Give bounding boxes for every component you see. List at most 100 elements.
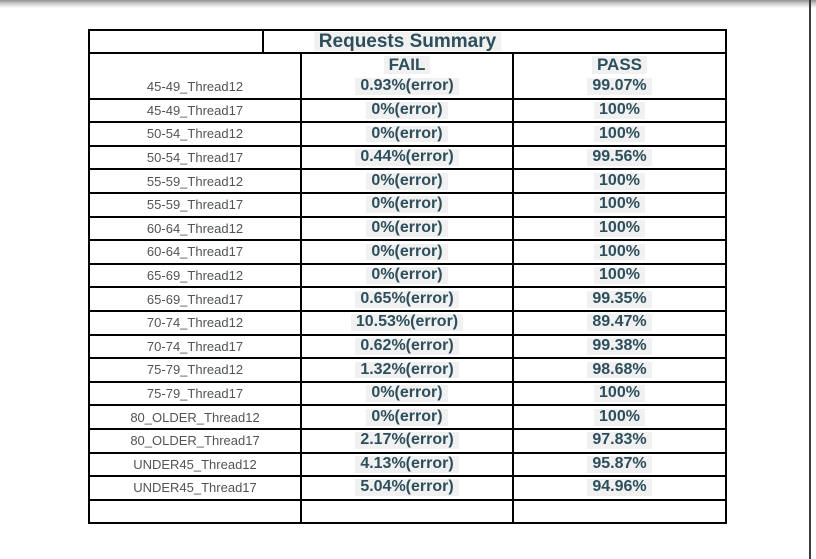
fail-cell: 0%(error)	[300, 241, 512, 263]
row-label: 55-59_Thread12	[146, 173, 244, 189]
table-header-row: FAIL PASS	[90, 52, 725, 76]
row-label-cell: 80_OLDER_Thread17	[90, 430, 300, 452]
title-row-divider	[262, 31, 264, 52]
table-row: 45-49_Thread17 0%(error) 100%	[90, 97, 725, 122]
pass-cell: 100%	[512, 193, 725, 216]
fail-value: 0%(error)	[366, 408, 448, 426]
table-row: 55-59_Thread12 0%(error) 100%	[90, 168, 725, 192]
fail-value: 0.62%(error)	[355, 337, 459, 355]
pass-value: 99.56%	[587, 148, 652, 166]
row-label: UNDER45_Thread17	[133, 480, 257, 496]
table-row: 50-54_Thread12 0%(error) 100%	[90, 121, 725, 145]
page-right-edge-line	[809, 0, 811, 559]
row-label: 45-49_Thread12	[146, 79, 244, 95]
row-label: 60-64_Thread17	[146, 244, 244, 260]
pass-cell: 100%	[512, 123, 725, 145]
pass-value: 98.68%	[587, 361, 652, 379]
pass-value: 95.87%	[587, 455, 652, 473]
row-label: 55-59_Thread17	[146, 197, 244, 213]
pass-value: 100%	[594, 219, 645, 237]
pass-cell: 100%	[512, 170, 725, 192]
requests-summary-table: Requests Summary FAIL PASS 45-49_Thread1…	[88, 29, 727, 525]
pass-value: 99.38%	[587, 337, 652, 355]
row-label: 45-49_Thread17	[146, 102, 244, 118]
fail-value: 0%(error)	[366, 101, 448, 119]
table-row: UNDER45_Thread17 5.04%(error) 94.96%	[90, 475, 725, 499]
fail-cell: 4.13%(error)	[300, 453, 512, 476]
pass-value: 100%	[594, 384, 645, 402]
fail-value: 0%(error)	[366, 266, 448, 284]
fail-value: 0.65%(error)	[355, 290, 459, 308]
pass-value: 100%	[594, 243, 645, 261]
fail-value: 10.53%(error)	[350, 314, 464, 332]
fail-cell: 0%(error)	[300, 123, 512, 145]
fail-cell: 0.65%(error)	[300, 288, 512, 310]
pass-cell: 100%	[512, 264, 725, 287]
row-label: 70-74_Thread12	[146, 315, 244, 331]
pass-cell: 100%	[512, 382, 725, 405]
row-label-cell: 45-49_Thread12	[90, 76, 300, 98]
row-label: 60-64_Thread12	[146, 220, 244, 236]
table-row: 75-79_Thread12 1.32%(error) 98.68%	[90, 357, 725, 381]
fail-value: 0%(error)	[366, 384, 448, 402]
pass-value: 99.07%	[587, 78, 652, 96]
table-row: UNDER45_Thread12 4.13%(error) 95.87%	[90, 451, 725, 476]
pass-value: 100%	[594, 125, 645, 143]
pass-value: 100%	[594, 196, 645, 214]
fail-value: 0%(error)	[366, 243, 448, 261]
row-label: 80_OLDER_Thread17	[130, 433, 260, 449]
row-label: 65-69_Thread17	[146, 291, 244, 307]
fail-cell: 10.53%(error)	[300, 311, 512, 334]
pass-value: 100%	[594, 101, 645, 119]
pass-cell: 98.68%	[512, 359, 725, 381]
pass-cell: 97.83%	[512, 429, 725, 452]
row-label: 70-74_Thread17	[146, 338, 244, 354]
fail-cell: 0.93%(error)	[300, 76, 512, 98]
fail-cell: 0.62%(error)	[300, 335, 512, 358]
row-label: 50-54_Thread12	[146, 126, 244, 142]
fail-value: 0%(error)	[366, 219, 448, 237]
row-label-cell: 80_OLDER_Thread12	[90, 406, 300, 428]
pass-cell: 100%	[512, 406, 725, 428]
row-label: UNDER45_Thread12	[133, 456, 257, 472]
pass-value: 100%	[594, 172, 645, 190]
pass-cell: 89.47%	[512, 311, 725, 334]
row-label-cell	[90, 501, 300, 523]
table-title: Requests Summary	[313, 31, 502, 52]
table-title-row: Requests Summary	[90, 31, 725, 52]
pass-cell: 100%	[512, 217, 725, 240]
row-label-cell: UNDER45_Thread12	[90, 454, 300, 476]
pass-value: 94.96%	[587, 479, 652, 497]
pass-cell: 100%	[512, 99, 725, 122]
pass-cell: 95.87%	[512, 453, 725, 476]
pass-cell: 99.56%	[512, 146, 725, 169]
fail-value: 0%(error)	[366, 196, 448, 214]
pass-cell: 99.38%	[512, 335, 725, 358]
fail-value: 0%(error)	[366, 172, 448, 190]
row-label-cell: 60-64_Thread12	[90, 218, 300, 240]
fail-value: 4.13%(error)	[355, 455, 459, 473]
header-cell-empty	[90, 54, 300, 76]
pass-cell	[512, 500, 725, 523]
table-row: 60-64_Thread12 0%(error) 100%	[90, 215, 725, 240]
pass-cell: 94.96%	[512, 477, 725, 499]
fail-cell: 0%(error)	[300, 170, 512, 192]
fail-value: 5.04%(error)	[355, 479, 459, 497]
fail-cell: 0%(error)	[300, 99, 512, 122]
row-label-cell: 55-59_Thread12	[90, 170, 300, 192]
pass-value: 100%	[594, 408, 645, 426]
fail-cell: 0%(error)	[300, 406, 512, 428]
table-row: 80_OLDER_Thread17 2.17%(error) 97.83%	[90, 427, 725, 452]
pass-value: 99.35%	[587, 290, 652, 308]
table-body: 45-49_Thread12 0.93%(error) 99.07% 45-49…	[90, 76, 725, 523]
pass-cell: 100%	[512, 241, 725, 263]
fail-cell: 0%(error)	[300, 382, 512, 405]
row-label-cell: 50-54_Thread12	[90, 123, 300, 145]
row-label: 75-79_Thread17	[146, 386, 244, 402]
row-label: 75-79_Thread12	[146, 362, 244, 378]
pass-value: 100%	[594, 266, 645, 284]
table-row: 75-79_Thread17 0%(error) 100%	[90, 380, 725, 405]
row-label-cell: 75-79_Thread12	[90, 359, 300, 381]
row-label: 65-69_Thread12	[146, 268, 244, 284]
